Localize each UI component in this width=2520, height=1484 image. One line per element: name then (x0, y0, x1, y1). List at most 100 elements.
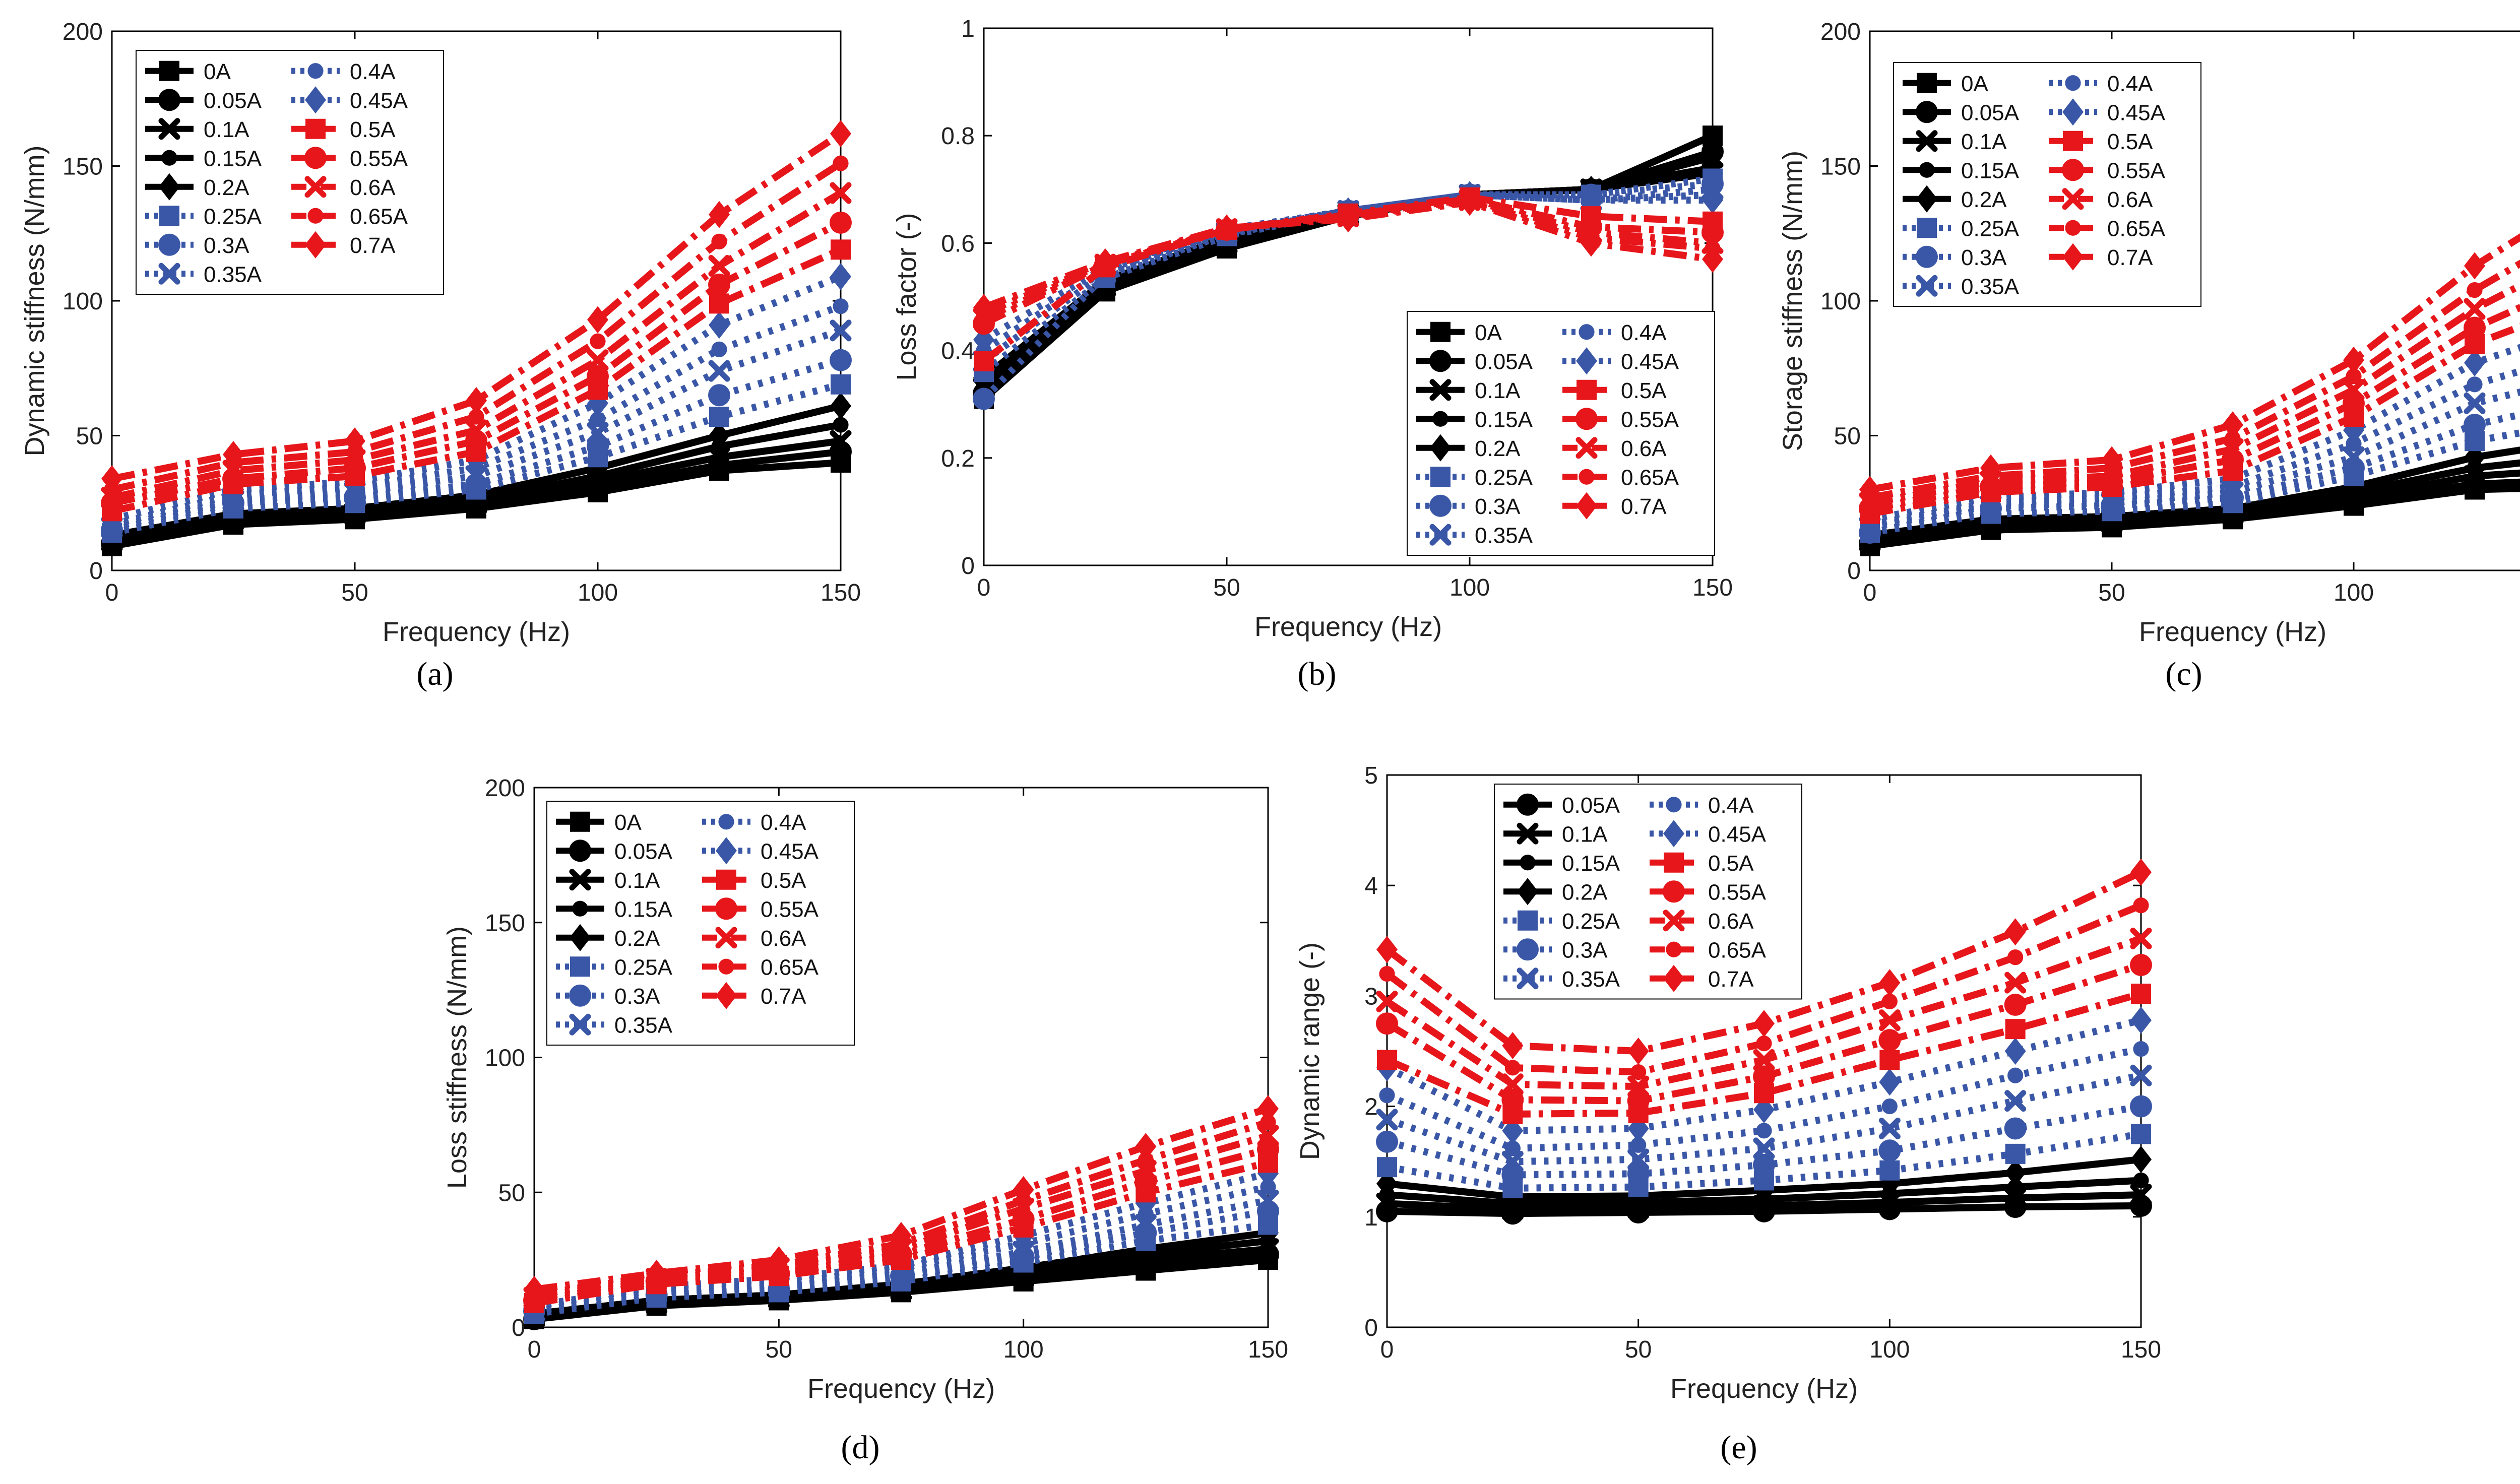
legend-marker (1919, 162, 1935, 178)
chart-a: 0 50 100 150 0 50 100 150 200 Frequency (Hz) Dynam… (20, 19, 861, 647)
legend-label: 0.3A (204, 233, 249, 258)
data-point (833, 298, 849, 314)
legend-label: 0.35A (1475, 523, 1533, 548)
legend-item: 0A (556, 810, 642, 835)
legend-marker (1517, 938, 1539, 961)
data-point (830, 182, 852, 204)
series-0.25A (1377, 1124, 2151, 1198)
legend-label: 0.45A (1708, 822, 1767, 847)
legend-item: 0.45A (2049, 98, 2166, 126)
data-point (2130, 858, 2152, 886)
data-point (830, 430, 852, 452)
data-point (2343, 379, 2365, 401)
legend-marker (307, 63, 324, 79)
legend-marker (1576, 408, 1598, 430)
panel-label-d: (d) (841, 1429, 880, 1466)
data-point (2004, 918, 2026, 946)
legend-marker (304, 176, 327, 198)
y-tick-label: 0 (89, 558, 103, 585)
legend-label: 0.1A (614, 868, 660, 893)
legend-label: 0.55A (2107, 158, 2166, 183)
legend-item: 0.1A (1903, 130, 2007, 154)
data-point (2131, 1124, 2151, 1144)
legend-item: 0.7A (1562, 492, 1667, 520)
data-point (1013, 1176, 1034, 1203)
data-point (1377, 1050, 1397, 1070)
legend-marker (570, 924, 591, 951)
legend-marker (1916, 245, 1938, 268)
x-tick-label: 50 (2098, 579, 2125, 606)
legend-marker (569, 840, 591, 862)
legend-item: 0.3A (1503, 938, 1608, 962)
data-point (1879, 1050, 1900, 1070)
data-point (768, 1246, 790, 1274)
data-point (1753, 1065, 1775, 1088)
legend-label: 0.65A (2107, 216, 2166, 241)
data-point (709, 311, 730, 339)
data-point (2004, 993, 2027, 1016)
legend-marker (2062, 98, 2084, 126)
data-point (587, 306, 608, 334)
legend-marker (1917, 218, 1937, 238)
legend-label: 0.25A (614, 955, 673, 980)
y-tick-label: 0 (512, 1315, 525, 1341)
data-point (1377, 1157, 1397, 1178)
data-point (587, 349, 609, 371)
legend-item: 0.25A (1416, 465, 1533, 490)
legend-label: 0.4A (1708, 793, 1754, 818)
legend-item: 0.35A (145, 262, 262, 287)
legend: 0A 0.05A 0.1A 0.15A 0.2A 0.25A 0.3A 0.35A 0.4A 0.… (1893, 62, 2201, 307)
data-point (833, 417, 849, 433)
data-point (2005, 1143, 2026, 1164)
data-point (590, 333, 606, 349)
legend-item: 0.55A (1650, 880, 1767, 905)
legend-marker (159, 206, 179, 226)
legend-item: 0.05A (145, 88, 262, 113)
y-tick-label: 200 (62, 19, 103, 45)
series-0.35A (1376, 1064, 2152, 1173)
legend-label: 0A (1475, 320, 1502, 345)
data-point (2007, 949, 2024, 965)
legend-item: 0.5A (2049, 130, 2153, 154)
legend-marker (569, 984, 591, 1007)
data-point (2346, 368, 2362, 384)
x-axis-label: Frequency (Hz) (807, 1374, 995, 1404)
legend-marker (2062, 243, 2084, 271)
legend-label: 0.35A (1562, 967, 1620, 992)
legend-label: 0.05A (1562, 793, 1620, 818)
data-point (1376, 990, 1398, 1012)
data-point (1501, 1073, 1524, 1095)
data-point (830, 211, 852, 234)
data-point (833, 155, 849, 171)
legend-marker (159, 173, 180, 201)
x-tick-label: 150 (2121, 1336, 2161, 1363)
legend-label: 0.35A (614, 1013, 673, 1038)
data-point (709, 201, 730, 228)
legend-label: 0.4A (761, 810, 806, 835)
legend-marker (718, 958, 734, 975)
legend-item: 0.05A (1503, 793, 1620, 818)
data-point (1504, 1060, 1521, 1076)
legend-label: 0.7A (761, 984, 806, 1009)
series-0.6A (1376, 927, 2152, 1098)
data-point (587, 365, 609, 388)
y-axis-label: Dynamic range (-) (1295, 942, 1325, 1160)
data-point (1753, 1049, 1775, 1071)
legend-marker (1916, 130, 1938, 152)
legend-label: 0.65A (350, 204, 408, 229)
legend-label: 0.15A (614, 897, 673, 922)
series-0.55A (1376, 954, 2152, 1112)
legend-item: 0.65A (702, 955, 819, 980)
legend-label: 0.6A (761, 926, 806, 951)
x-tick-label: 0 (1380, 1336, 1394, 1363)
legend-item: 0.2A (1503, 878, 1608, 906)
data-point (830, 349, 852, 371)
y-axis-label: Dynamic stiffness (N/mm) (20, 145, 50, 456)
y-tick-label: 1 (961, 16, 975, 42)
legend-item: 0.55A (2049, 158, 2166, 183)
legend-marker (305, 86, 326, 114)
data-point (1756, 1036, 1772, 1052)
legend-marker (1576, 492, 1597, 520)
data-point (1753, 1010, 1775, 1038)
